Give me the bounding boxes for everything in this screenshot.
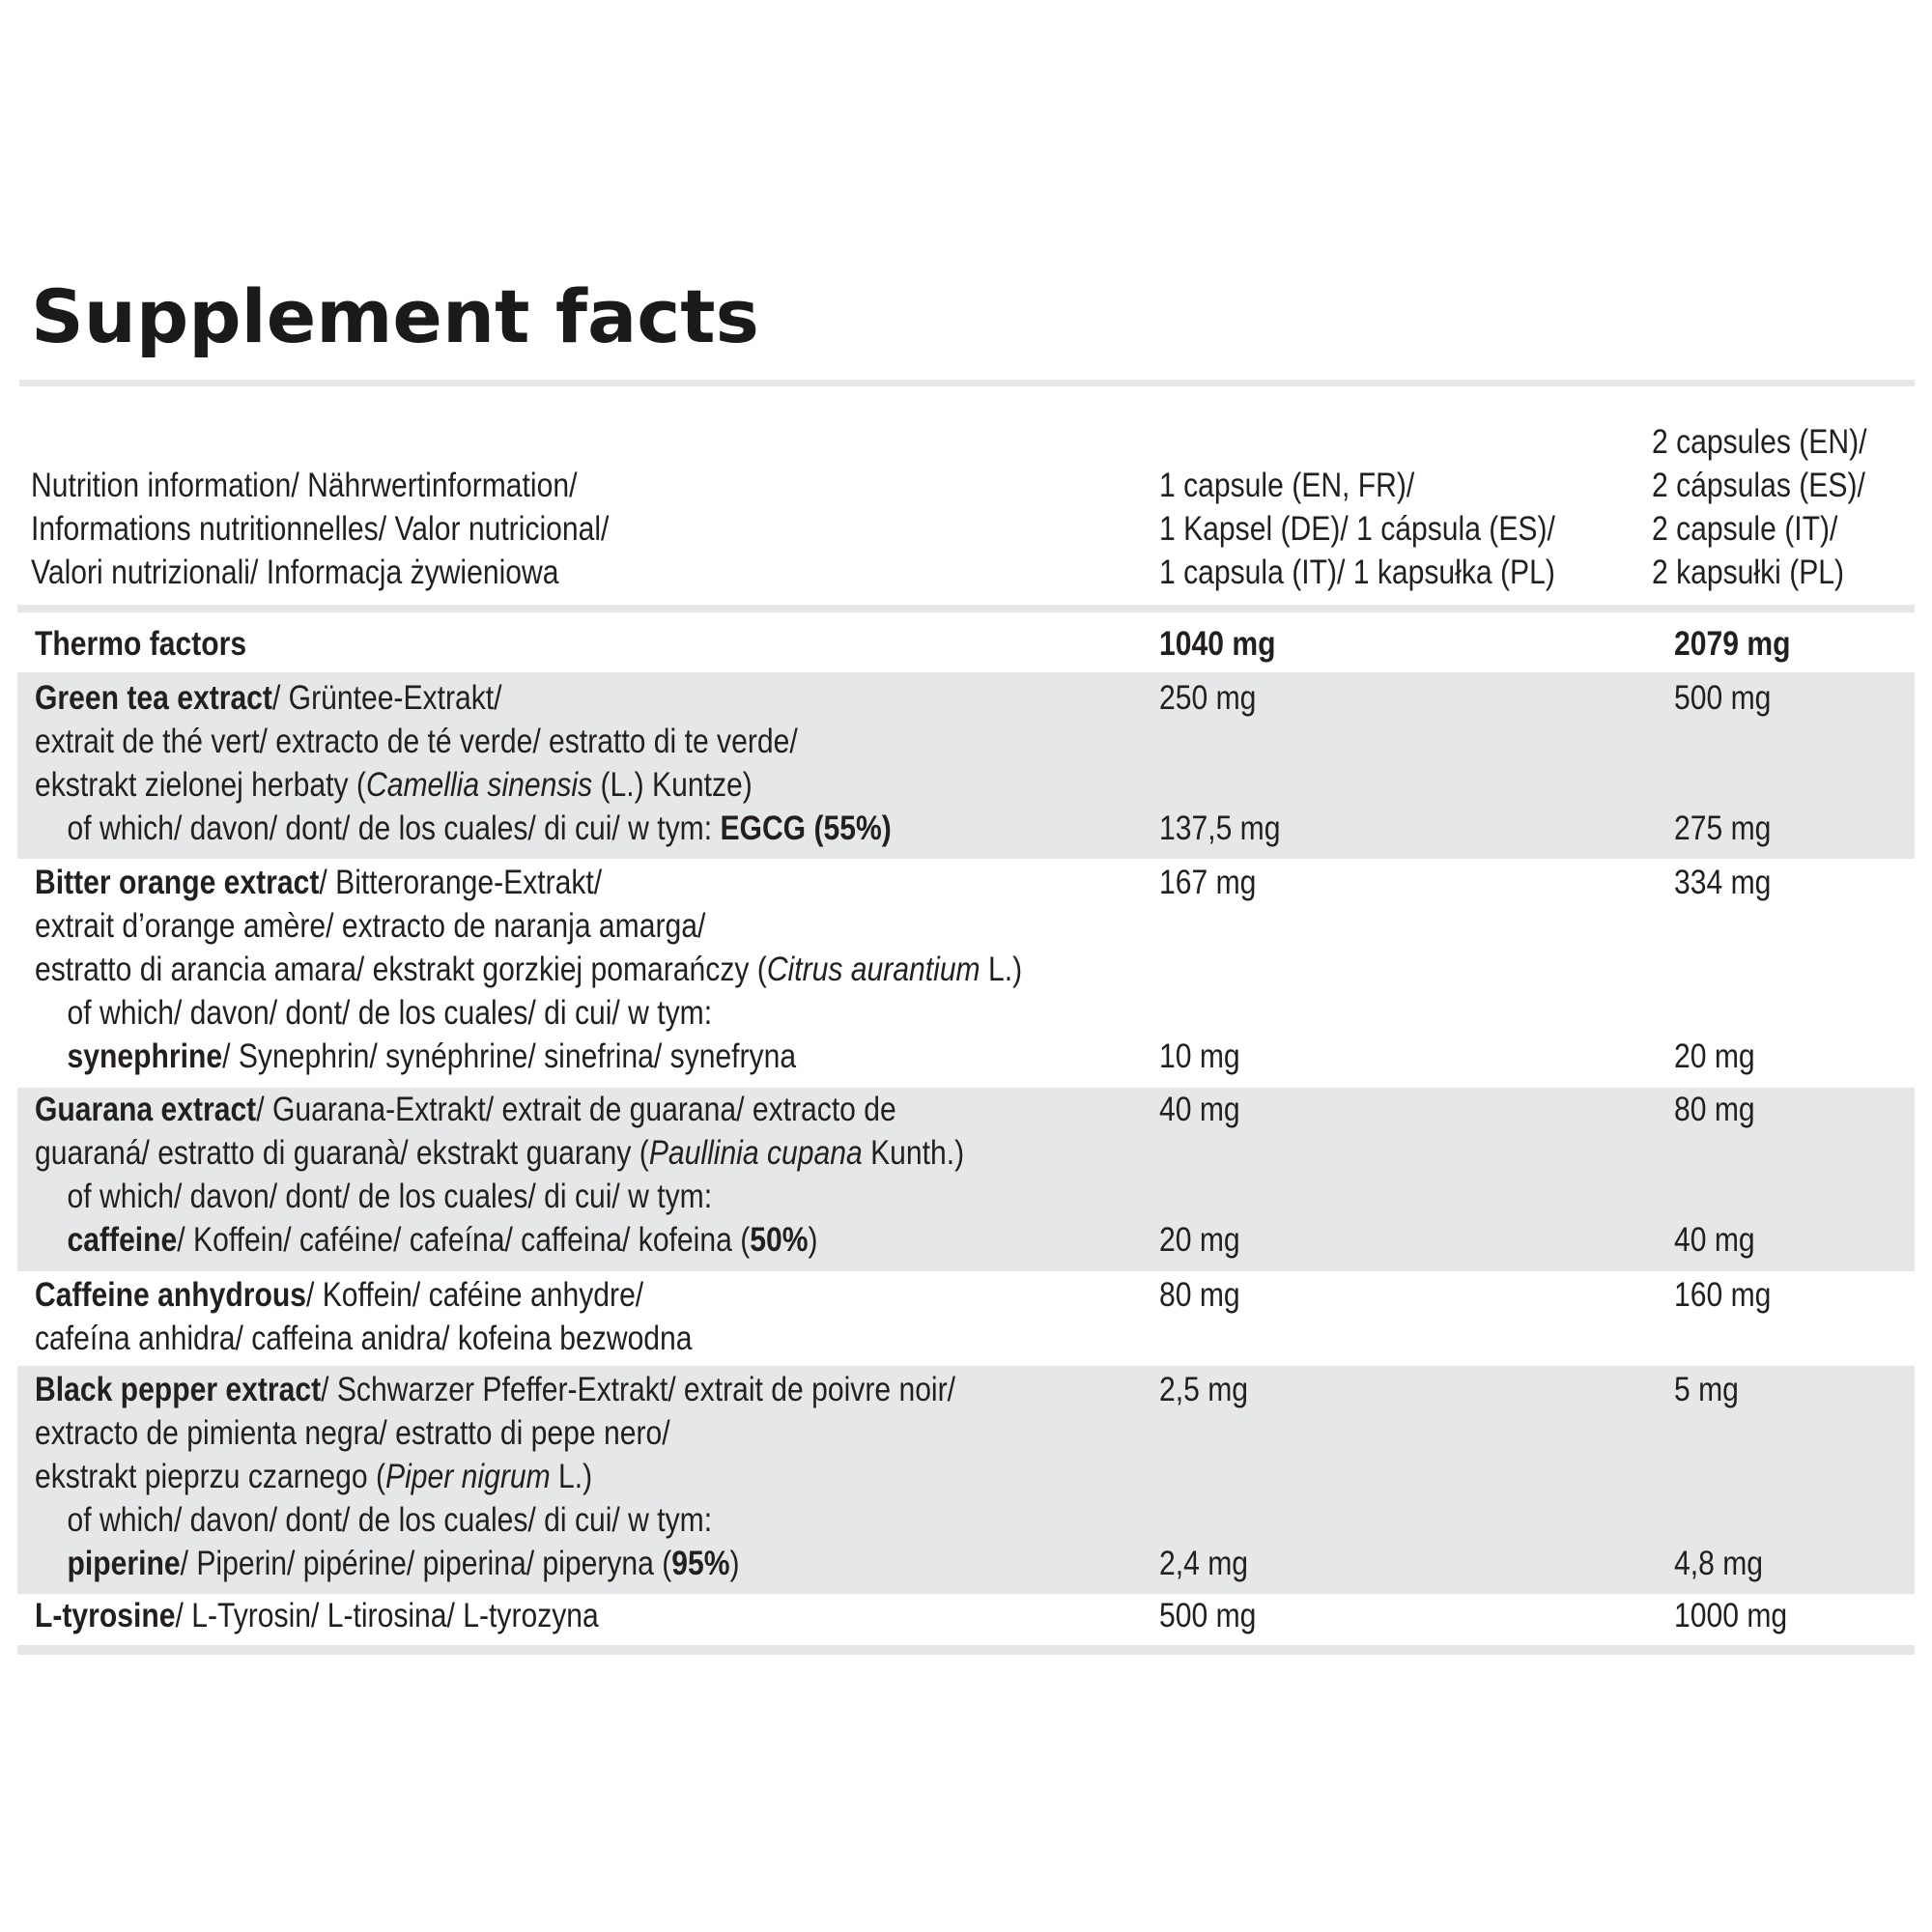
- value-1-capsule: 2,5 mg: [1159, 1371, 1249, 1408]
- ingredient-translations: extrait d’orange amère/ extracto de nara…: [35, 907, 706, 945]
- header-col1-line: 1 capsule (EN, FR)/: [1159, 467, 1415, 504]
- ingredient-translations: extracto de pimienta negra/ estratto di …: [35, 1414, 670, 1452]
- sub-ingredient-label: of which/ davon/ dont/ de los cuales/ di…: [67, 994, 713, 1032]
- sub-ingredient-translations: / Piperin/ pipérine/ piperina/ piperyna …: [180, 1545, 672, 1582]
- value-1-capsule: 40 mg: [1159, 1091, 1240, 1128]
- ingredient-translations: / L-Tyrosin/ L-tirosina/ L-tyrozyna: [175, 1597, 599, 1634]
- latin-name: Citrus aurantium: [766, 951, 980, 988]
- row-guarana-extract: Guarana extract/ Guarana-Extrakt/ extrai…: [17, 1088, 1915, 1271]
- sub-value-2-capsules: 4,8 mg: [1674, 1545, 1764, 1582]
- header-col2-line: 2 capsules (EN)/: [1652, 423, 1867, 461]
- value-1-capsule: 1040 mg: [1159, 625, 1276, 663]
- ingredient-name: Caffeine anhydrous: [35, 1276, 306, 1314]
- header-divider: [17, 605, 1915, 612]
- sub-value-2-capsules: 40 mg: [1674, 1221, 1755, 1259]
- header-col1-line: 1 Kapsel (DE)/ 1 cápsula (ES)/: [1159, 510, 1555, 548]
- latin-author: L.): [550, 1458, 593, 1495]
- header-col2-line: 2 kapsułki (PL): [1652, 554, 1845, 591]
- sub-value-2-capsules: 275 mg: [1674, 810, 1772, 847]
- ingredient-translations: extrait de thé vert/ extracto de té verd…: [35, 723, 798, 760]
- header-col2-line: 2 capsule (IT)/: [1652, 510, 1838, 548]
- sub-ingredient-translations: / Koffein/ caféine/ cafeína/ caffeina/ k…: [177, 1221, 751, 1259]
- sub-value-1-capsule: 10 mg: [1159, 1037, 1240, 1075]
- row-bitter-orange-extract: Bitter orange extract/ Bitterorange-Extr…: [17, 859, 1915, 1088]
- value-2-capsules: 160 mg: [1674, 1276, 1772, 1314]
- ingredient-translations: / Schwarzer Pfeffer-Extrakt/ extrait de …: [321, 1371, 956, 1408]
- ingredient-translations: ekstrakt zielonej herbaty (: [35, 766, 366, 804]
- ingredient-translations: estratto di arancia amara/ ekstrakt gorz…: [35, 951, 767, 988]
- sub-ingredient-percent: 50%: [750, 1221, 809, 1259]
- sub-ingredient-name: synephrine: [67, 1037, 223, 1075]
- row-black-pepper-extract: Black pepper extract/ Schwarzer Pfeffer-…: [17, 1366, 1915, 1594]
- latin-name: Camellia sinensis: [365, 766, 593, 804]
- sub-value-1-capsule: 20 mg: [1159, 1221, 1240, 1259]
- ingredient-translations: / Grüntee-Extrakt/: [271, 679, 502, 717]
- ingredient-translations: / Koffein/ caféine anhydre/: [305, 1276, 644, 1314]
- row-thermo-factors: Thermo factors 1040 mg 2079 mg: [17, 622, 1915, 672]
- ingredient-translations: guaraná/ estratto di guaranà/ ekstrakt g…: [35, 1134, 649, 1172]
- value-1-capsule: 250 mg: [1159, 679, 1257, 717]
- value-2-capsules: 334 mg: [1674, 864, 1772, 901]
- header-col1-line: 1 capsula (IT)/ 1 kapsułka (PL): [1159, 554, 1555, 591]
- ingredient-name: Guarana extract: [35, 1091, 257, 1128]
- sub-value-1-capsule: 137,5 mg: [1159, 810, 1281, 847]
- ingredient-translations: cafeína anhidra/ caffeina anidra/ kofein…: [35, 1320, 693, 1357]
- bottom-divider: [17, 1645, 1915, 1655]
- row-green-tea-extract: Green tea extract/ Grüntee-Extrakt/ extr…: [17, 672, 1915, 859]
- sub-ingredient-label: of which/ davon/ dont/ de los cuales/ di…: [67, 1501, 713, 1539]
- value-1-capsule: 80 mg: [1159, 1276, 1240, 1314]
- value-2-capsules: 1000 mg: [1674, 1597, 1788, 1634]
- sub-ingredient-name: piperine: [67, 1545, 181, 1582]
- value-2-capsules: 2079 mg: [1674, 625, 1791, 663]
- row-l-tyrosine: L-tyrosine/ L-Tyrosin/ L-tirosina/ L-tyr…: [17, 1594, 1915, 1645]
- top-divider: [19, 380, 1915, 386]
- ingredient-name: L-tyrosine: [35, 1597, 176, 1634]
- ingredient-name: Black pepper extract: [35, 1371, 322, 1408]
- sub-ingredient-translations: / Synephrin/ synéphrine/ sinefrina/ syne…: [222, 1037, 797, 1075]
- sub-ingredient-name: EGCG (55%): [720, 810, 892, 847]
- value-2-capsules: 5 mg: [1674, 1371, 1739, 1408]
- sub-ingredient-label: of which/ davon/ dont/ de los cuales/ di…: [67, 810, 721, 847]
- header-label: Nutrition information/ Nährwertinformati…: [31, 464, 609, 594]
- closing-paren: ): [729, 1545, 740, 1582]
- value-1-capsule: 500 mg: [1159, 1597, 1257, 1634]
- sub-value-2-capsules: 20 mg: [1674, 1037, 1755, 1075]
- latin-author: (L.) Kuntze): [592, 766, 753, 804]
- header-label-line: Nutrition information/ Nährwertinformati…: [31, 467, 578, 504]
- ingredient-translations: / Bitterorange-Extrakt/: [319, 864, 603, 901]
- latin-author: L.): [980, 951, 1023, 988]
- ingredient-name: Bitter orange extract: [35, 864, 320, 901]
- row-caffeine-anhydrous: Caffeine anhydrous/ Koffein/ caféine anh…: [17, 1271, 1915, 1366]
- latin-name: Piper nigrum: [385, 1458, 551, 1495]
- ingredient-translations: / Guarana-Extrakt/ extrait de guarana/ e…: [256, 1091, 896, 1128]
- sub-value-1-capsule: 2,4 mg: [1159, 1545, 1249, 1582]
- page-title: Supplement facts: [31, 273, 759, 359]
- value-2-capsules: 80 mg: [1674, 1091, 1755, 1128]
- header-label-line: Valori nutrizionali/ Informacja żywienio…: [31, 554, 559, 591]
- value-1-capsule: 167 mg: [1159, 864, 1257, 901]
- latin-name: Paullinia cupana: [648, 1134, 863, 1172]
- ingredient-name: Thermo factors: [35, 625, 247, 663]
- value-2-capsules: 500 mg: [1674, 679, 1772, 717]
- header-col-one-capsule: 1 capsule (EN, FR)/ 1 Kapsel (DE)/ 1 cáp…: [1159, 464, 1555, 594]
- closing-paren: ): [808, 1221, 818, 1259]
- header-col-two-capsules: 2 capsules (EN)/ 2 cápsulas (ES)/ 2 caps…: [1652, 420, 1866, 594]
- ingredient-name: Green tea extract: [35, 679, 272, 717]
- sub-ingredient-percent: 95%: [671, 1545, 730, 1582]
- header-col2-line: 2 cápsulas (ES)/: [1652, 467, 1865, 504]
- sub-ingredient-name: caffeine: [67, 1221, 178, 1259]
- header-label-line: Informations nutritionnelles/ Valor nutr…: [31, 510, 610, 548]
- sub-ingredient-label: of which/ davon/ dont/ de los cuales/ di…: [67, 1178, 713, 1215]
- latin-author: Kunth.): [862, 1134, 965, 1172]
- ingredient-translations: ekstrakt pieprzu czarnego (: [35, 1458, 386, 1495]
